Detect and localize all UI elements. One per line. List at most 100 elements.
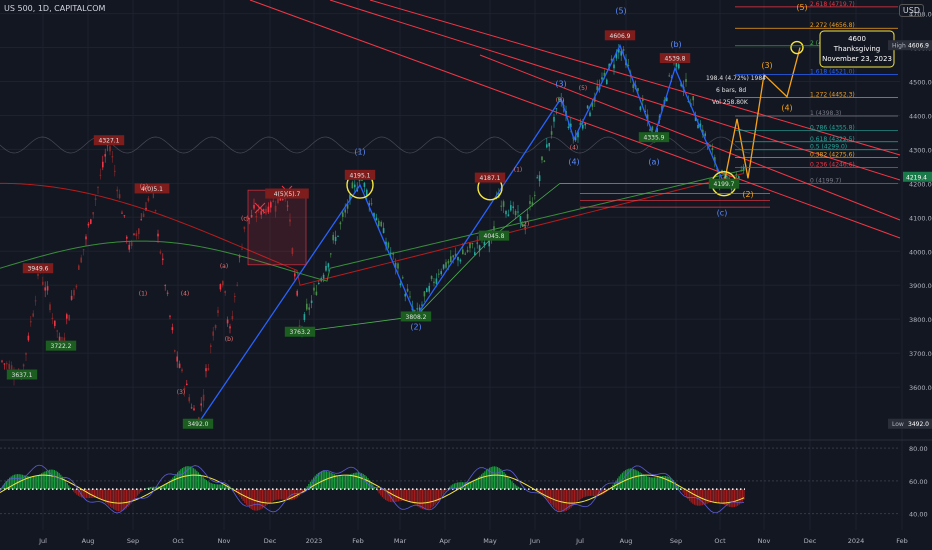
candle-body <box>442 264 445 269</box>
x-tick-label: Dec <box>804 537 817 545</box>
osc-histogram-bar <box>449 486 451 490</box>
osc-histogram-bar <box>343 476 345 490</box>
osc-histogram-bar <box>719 489 721 504</box>
osc-histogram-bar <box>42 472 44 490</box>
candle-body <box>174 350 176 352</box>
candle-body <box>478 245 481 251</box>
candle-body <box>538 175 541 182</box>
osc-histogram-bar <box>381 489 383 498</box>
x-tick-label: Jul <box>38 537 47 545</box>
osc-histogram-bar <box>545 489 547 498</box>
price-label: 3763.2 <box>290 329 311 336</box>
fib-level-label: 1.618 (4521.0) <box>810 68 855 75</box>
osc-histogram-bar <box>543 489 545 497</box>
price-label-box <box>134 183 170 194</box>
osc-histogram-bar <box>548 489 550 502</box>
osc-histogram-bar <box>573 489 575 505</box>
candle-body <box>188 397 190 402</box>
osc-histogram-bar <box>479 475 481 490</box>
osc-histogram-bar <box>25 475 27 490</box>
candle-body <box>6 363 8 365</box>
x-tick-label: Jul <box>575 537 584 545</box>
candle-body <box>181 369 183 372</box>
wave-label: (5) <box>579 85 588 92</box>
osc-histogram-bar <box>370 482 372 490</box>
candle-body <box>54 320 56 326</box>
osc-histogram-bar <box>452 484 454 490</box>
y-tick-label: 4000.0 <box>909 248 932 256</box>
osc-histogram-bar <box>124 489 126 510</box>
osc-histogram-bar <box>705 489 707 505</box>
osc-histogram-bar <box>415 489 417 506</box>
currency-button[interactable]: USD <box>898 4 924 17</box>
candle-body <box>99 174 102 176</box>
candle-body <box>579 122 582 126</box>
osc-histogram-bar <box>194 469 196 490</box>
osc-histogram-bar <box>202 477 204 490</box>
osc-histogram-bar <box>501 470 503 490</box>
osc-histogram-bar <box>263 489 265 508</box>
osc-histogram-bar <box>730 489 732 508</box>
osc-histogram-bar <box>207 481 209 490</box>
osc-histogram-bar <box>634 469 636 490</box>
candle-body <box>337 235 339 237</box>
osc-histogram-bar <box>138 489 140 494</box>
osc-histogram-bar <box>274 489 276 501</box>
osc-histogram-bar <box>433 489 435 507</box>
osc-histogram-bar <box>391 489 393 503</box>
osc-histogram-bar <box>437 489 439 501</box>
candle-body <box>162 258 164 261</box>
candle-body <box>469 242 471 249</box>
candle-body <box>37 273 39 276</box>
osc-histogram-bar <box>36 475 38 490</box>
osc-histogram-bar <box>44 471 46 490</box>
osc-histogram-bar <box>106 489 108 505</box>
x-tick-label: Oct <box>714 537 726 545</box>
osc-histogram-bar <box>716 489 718 503</box>
osc-histogram-bar <box>95 489 97 499</box>
osc-tick-label: 40.00 <box>909 511 928 519</box>
candle-body <box>433 281 435 284</box>
osc-histogram-bar <box>497 467 499 490</box>
osc-histogram-bar <box>322 470 324 490</box>
osc-histogram-bar <box>180 469 182 490</box>
price-label: 3492.0 <box>188 421 209 428</box>
candle-body <box>246 216 248 219</box>
osc-histogram-bar <box>692 489 694 504</box>
candle-body <box>224 291 226 294</box>
osc-histogram-bar <box>482 472 484 490</box>
osc-histogram-bar <box>164 484 166 490</box>
osc-histogram-bar <box>489 467 491 490</box>
osc-histogram-bar <box>268 489 270 504</box>
osc-histogram-bar <box>663 475 665 490</box>
osc-histogram-bar <box>82 489 84 498</box>
osc-histogram-bar <box>175 474 177 490</box>
candle-body <box>193 408 195 411</box>
candle-body <box>418 307 421 311</box>
candle-body <box>87 223 90 226</box>
wave-label: (1) <box>140 183 149 190</box>
osc-histogram-bar <box>453 483 455 490</box>
candle-body <box>584 123 586 126</box>
osc-histogram-bar <box>373 486 375 490</box>
osc-histogram-bar <box>591 489 593 496</box>
candle-body <box>229 326 231 329</box>
osc-histogram-bar <box>204 478 206 490</box>
osc-histogram-bar <box>226 485 228 490</box>
osc-histogram-bar <box>332 473 334 490</box>
price-label: 4045.8 <box>484 233 505 240</box>
y-tick-label: 4300.0 <box>909 146 932 154</box>
osc-histogram-bar <box>508 477 510 490</box>
osc-histogram-bar <box>418 489 420 508</box>
osc-histogram-bar <box>345 475 347 490</box>
candle-body <box>49 304 51 311</box>
price-label-box <box>708 178 740 189</box>
osc-histogram-bar <box>237 489 239 495</box>
candle-body <box>517 211 519 213</box>
candle-body <box>135 233 138 237</box>
candle-body <box>183 388 186 390</box>
osc-histogram-bar <box>706 489 708 504</box>
candle-body <box>642 99 644 102</box>
price-label-box <box>400 311 432 322</box>
